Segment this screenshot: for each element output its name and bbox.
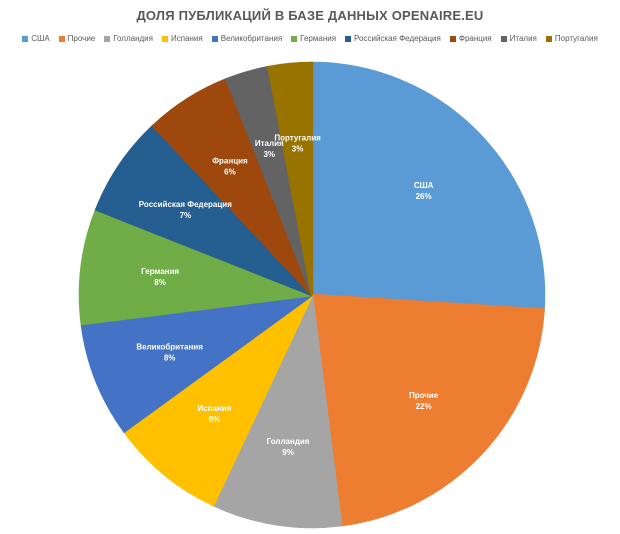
pie-slice [310, 61, 546, 311]
chart-legend: США Прочие Голландия Испания Великобритания Г… [0, 34, 620, 43]
legend-label: Великобритания [220, 34, 283, 43]
slice-label: Франция [212, 157, 248, 166]
slice-label: Прочие [409, 391, 439, 400]
legend-item: Великобритания [211, 34, 283, 43]
slice-value-label: 3% [292, 145, 304, 154]
chart-title: ДОЛЯ ПУБЛИКАЦИЙ В БАЗЕ ДАННЫХ OPENAIRE.E… [136, 8, 484, 23]
slice-value-label: 8% [154, 278, 166, 287]
slice-value-label: 26% [416, 192, 432, 201]
legend-swatch [500, 35, 507, 42]
legend-item: Голландия [104, 34, 153, 43]
slice-value-label: 8% [164, 353, 176, 362]
slice-value-label: 22% [416, 402, 432, 411]
pie-slice [310, 293, 545, 527]
slice-label: США [414, 181, 434, 190]
pie-slice [94, 124, 313, 297]
pie-slice [267, 61, 314, 296]
legend-swatch [211, 35, 218, 42]
legend-label: Италия [509, 34, 537, 43]
slice-value-label: 9% [282, 448, 294, 457]
legend-label: Франция [458, 34, 492, 43]
slice-value-label: 7% [180, 211, 192, 220]
legend-swatch [22, 35, 29, 42]
pie-slice [122, 293, 314, 507]
legend-label: Голландия [113, 34, 153, 43]
slice-label: Голландия [267, 437, 310, 446]
legend-label: Португалия [554, 34, 598, 43]
legend-item: Германия [291, 34, 336, 43]
slice-value-label: 3% [263, 150, 275, 159]
legend-label: США [31, 34, 50, 43]
pie-slice [80, 293, 313, 434]
slice-label: Испания [197, 404, 231, 413]
legend-swatch [345, 35, 352, 42]
slice-value-label: 8% [209, 415, 221, 424]
slice-value-label: 6% [224, 168, 236, 177]
legend-swatch [545, 35, 552, 42]
pie-slice [78, 207, 313, 326]
legend-item: Италия [500, 34, 537, 43]
legend-item: США [22, 34, 50, 43]
legend-label: Прочие [67, 34, 96, 43]
slice-label: Португалия [274, 134, 321, 143]
legend-swatch [449, 35, 456, 42]
legend-label: Испания [170, 34, 203, 43]
pie-slice [211, 290, 343, 529]
legend-swatch [161, 35, 168, 42]
legend-label: Германия [300, 34, 337, 43]
legend-item: Прочие [58, 34, 96, 43]
legend-swatch [291, 35, 298, 42]
legend-swatch [104, 35, 111, 42]
legend-item: Франция [449, 34, 492, 43]
legend-item: Российская Федерация [345, 34, 441, 43]
legend-label: Российская Федерация [354, 34, 441, 43]
legend-item: Испания [161, 34, 203, 43]
slice-label: Российская Федерация [139, 200, 232, 209]
slice-label: Германия [141, 267, 179, 276]
legend-item: Португалия [545, 34, 598, 43]
slice-label: Италия [255, 139, 284, 148]
slice-label: Великобритания [136, 342, 203, 351]
legend-swatch [58, 35, 65, 42]
